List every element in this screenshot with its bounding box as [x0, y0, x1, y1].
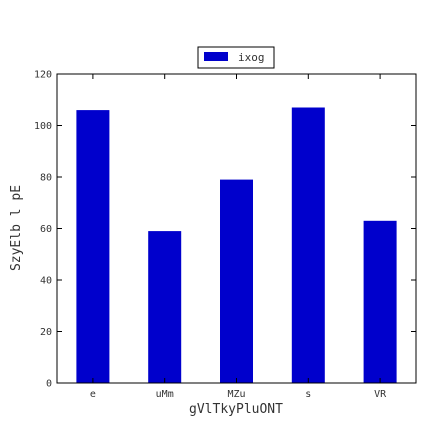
x-tick-label-s: s — [305, 389, 311, 400]
y-axis: 0 20 40 60 80 100 120 — [34, 70, 416, 390]
x-axis-label: gVlTkyPluONT — [189, 402, 283, 417]
y-tick-label-80: 80 — [40, 173, 52, 184]
x-axis: e uMm MZu s VR — [90, 74, 387, 400]
y-axis-label: SzyElb l pE — [9, 185, 24, 271]
x-tick-label-MZu: MZu — [227, 389, 245, 400]
y-tick-label-20: 20 — [40, 327, 52, 338]
y-tick-label-120: 120 — [34, 70, 52, 81]
y-tick-label-0: 0 — [46, 379, 52, 390]
x-tick-label-uMm: uMm — [156, 389, 174, 400]
bar-s — [291, 107, 325, 383]
bar-e — [76, 110, 110, 383]
y-tick-label-40: 40 — [40, 276, 52, 287]
bars-group — [76, 107, 397, 383]
y-tick-label-100: 100 — [34, 121, 52, 132]
y-tick-label-60: 60 — [40, 224, 52, 235]
x-tick-label-VR: VR — [374, 389, 387, 400]
legend: ixog — [197, 46, 275, 69]
legend-swatch — [204, 52, 228, 61]
bar-MZu — [220, 179, 253, 383]
legend-label: ixog — [238, 51, 265, 64]
bar-uMm — [148, 231, 182, 383]
bar-VR — [363, 220, 397, 383]
x-tick-label-e: e — [90, 389, 96, 400]
